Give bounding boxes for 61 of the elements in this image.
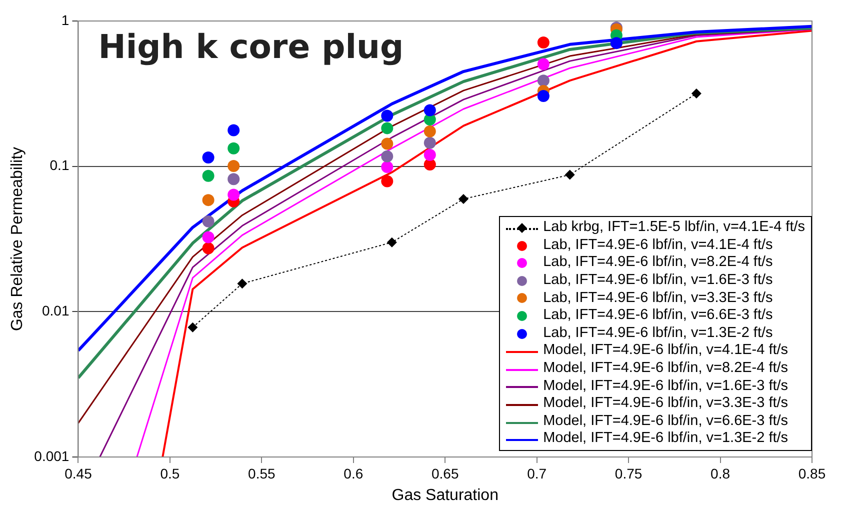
x-tick-label: 0.55 xyxy=(248,465,276,482)
point xyxy=(424,148,436,161)
point xyxy=(228,188,240,201)
point xyxy=(537,90,550,102)
legend-label: Lab, IFT=4.9E-6 lbf/in, v=8.2E-4 ft/s xyxy=(543,254,773,272)
chart-title: High k core plug xyxy=(98,27,404,66)
x-tick-label: 0.8 xyxy=(710,465,730,482)
x-axis-title: Gas Saturation xyxy=(392,486,498,504)
point xyxy=(537,58,550,70)
y-tick-label: 0.1 xyxy=(50,157,70,174)
point xyxy=(202,242,214,254)
point xyxy=(381,150,394,162)
point xyxy=(188,322,198,332)
point xyxy=(610,37,622,50)
point xyxy=(381,122,394,134)
point xyxy=(458,194,468,204)
point xyxy=(424,104,436,116)
point xyxy=(237,278,248,289)
point xyxy=(202,152,214,164)
legend-label: Model, IFT=4.9E-6 lbf/in, v=3.3E-3 ft/s xyxy=(543,395,788,413)
legend-label: Lab, IFT=4.9E-6 lbf/in, v=3.3E-3 ft/s xyxy=(543,290,773,308)
point xyxy=(228,124,240,136)
legend-label: Lab, IFT=4.9E-6 lbf/in, v=4.1E-4 ft/s xyxy=(543,236,773,254)
x-tick-label: 0.7 xyxy=(527,465,547,482)
point xyxy=(202,194,214,206)
legend-label: Lab, IFT=4.9E-6 lbf/in, v=1.6E-3 ft/s xyxy=(543,272,773,290)
x-tick-label: 0.85 xyxy=(798,465,826,482)
point xyxy=(381,160,394,173)
point xyxy=(691,88,702,99)
point xyxy=(537,74,550,87)
legend-label: Model, IFT=4.9E-6 lbf/in, v=6.6E-3 ft/s xyxy=(543,412,788,430)
point xyxy=(202,170,214,182)
y-tick-label: 1 xyxy=(61,12,70,28)
legend-label: Model, IFT=4.9E-6 lbf/in, v=8.2E-4 ft/s xyxy=(543,360,788,378)
point xyxy=(381,110,394,122)
point xyxy=(228,160,240,172)
point xyxy=(228,173,240,186)
legend-label: Model, IFT=4.9E-6 lbf/in, v=1.6E-3 ft/s xyxy=(543,378,788,396)
legend-label: Model, IFT=4.9E-6 lbf/in, v=4.1E-4 ft/s xyxy=(543,342,788,360)
point xyxy=(537,36,550,49)
y-axis-title: Gas Relative Permeability xyxy=(9,146,26,332)
x-tick-label: 0.65 xyxy=(431,465,459,482)
legend-label: Lab, IFT=4.9E-6 lbf/in, v=6.6E-3 ft/s xyxy=(543,307,773,325)
point xyxy=(386,237,397,248)
point xyxy=(381,175,394,188)
y-tick-label: 0.01 xyxy=(42,302,70,319)
point xyxy=(424,125,436,138)
legend-label: Model, IFT=4.9E-6 lbf/in, v=1.3E-2 ft/s xyxy=(543,430,788,448)
point xyxy=(381,138,394,150)
x-tick-label: 0.6 xyxy=(344,465,364,482)
x-tick-label: 0.45 xyxy=(64,465,92,482)
point xyxy=(202,215,214,228)
point xyxy=(564,170,575,180)
x-tick-label: 0.5 xyxy=(160,465,180,482)
point xyxy=(424,136,436,149)
x-tick-label: 0.75 xyxy=(614,465,642,482)
point xyxy=(228,142,240,154)
legend-label: Lab krbg, IFT=1.5E-5 lbf/in, v=4.1E-4 ft/s xyxy=(543,219,805,237)
point xyxy=(202,231,214,244)
y-tick-label: 0.001 xyxy=(34,448,70,464)
legend-label: Lab, IFT=4.9E-6 lbf/in, v=1.3E-2 ft/s xyxy=(543,324,773,342)
